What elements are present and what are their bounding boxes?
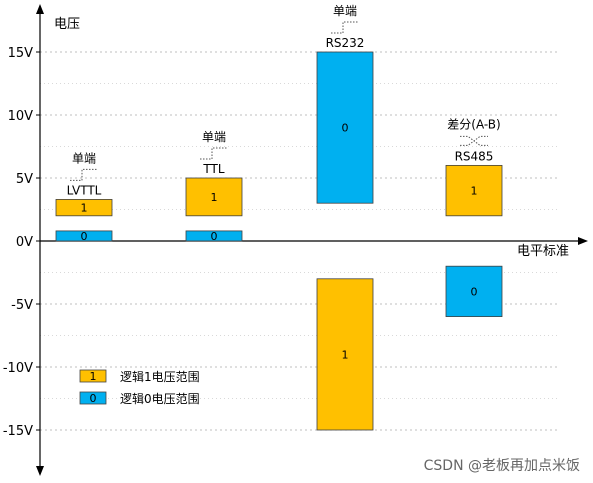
standard-name-label: RS232: [326, 36, 365, 50]
bar-value-label: 0: [342, 122, 349, 135]
legend-swatch-label-0: 0: [90, 392, 97, 405]
y-ticks: 15V 10V 5V 0V -5V -10V -15V: [3, 46, 40, 439]
bar-lvttl-logic1: [55, 199, 113, 217]
bar-value-label: 1: [471, 185, 478, 198]
axes: 电压 电平标准: [36, 4, 588, 476]
bar-value-label: 0: [211, 230, 218, 243]
legend-swatch-label-1: 1: [90, 370, 97, 383]
single-ended-signal-icon: [331, 21, 359, 34]
bar-rs485-logic1: [445, 164, 503, 217]
standard-name-label: LVTTL: [67, 183, 102, 197]
legend: 1 逻辑1电压范围 0 逻辑0电压范围: [79, 369, 200, 406]
signal-type-label: 差分(A-B): [447, 117, 500, 131]
bar-value-label: 1: [211, 191, 218, 204]
y-tick-label: -5V: [11, 298, 33, 313]
legend-swatch-logic1: [79, 369, 107, 383]
bar-ttl-logic0: [185, 230, 243, 242]
signal-type-label: 单端: [202, 130, 226, 144]
y-tick-label: 5V: [16, 172, 33, 187]
annotations: LVTTL 单端 TTL 单端 RS232 单端 RS485 差分(A-B): [67, 4, 501, 197]
bar-value-label: 1: [342, 348, 349, 361]
x-axis-arrow: [578, 237, 588, 245]
legend-swatch-logic0: [79, 391, 107, 405]
x-axis-title: 电平标准: [517, 244, 569, 259]
y-tick-label: -15V: [3, 424, 33, 439]
single-ended-signal-icon: [200, 147, 228, 160]
bar-value-label: 1: [81, 202, 88, 215]
y-tick-label: 10V: [8, 109, 34, 124]
legend-label-logic1: 逻辑1电压范围: [120, 370, 200, 384]
watermark: CSDN @老板再加点米饭: [424, 458, 580, 474]
bar-rs232-logic1: [316, 278, 374, 431]
single-ended-signal-icon: [70, 168, 98, 181]
bar-lvttl-logic0: [55, 230, 113, 242]
y-axis-arrow-top: [36, 4, 44, 14]
y-tick-label: -10V: [3, 361, 33, 376]
bars: 1 0 1 0 0 1 1 0: [55, 51, 503, 431]
y-axis-title: 电压: [54, 17, 80, 32]
legend-label-logic0: 逻辑0电压范围: [120, 392, 200, 406]
grid: [40, 51, 560, 431]
bar-rs485-logic0: [445, 265, 503, 318]
y-tick-label: 0V: [16, 235, 33, 250]
bar-value-label: 0: [81, 230, 88, 243]
y-axis-arrow-bottom: [36, 466, 44, 476]
differential-signal-icon: [460, 135, 488, 146]
bar-rs232-logic0: [316, 51, 374, 204]
y-tick-label: 15V: [8, 46, 34, 61]
standard-name-label: RS485: [455, 149, 494, 163]
standard-name-label: TTL: [202, 162, 224, 176]
bar-ttl-logic1: [185, 177, 243, 217]
signal-type-label: 单端: [72, 151, 96, 165]
bar-value-label: 0: [471, 285, 478, 298]
signal-type-label: 单端: [333, 4, 357, 18]
